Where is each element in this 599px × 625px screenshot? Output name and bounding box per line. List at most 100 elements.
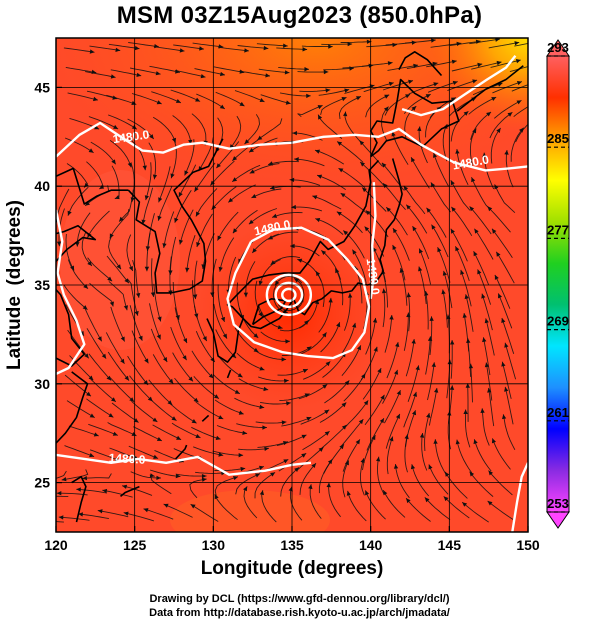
streamline-arrowhead xyxy=(258,312,263,317)
streamline-arrowhead xyxy=(201,474,207,479)
streamline-arrowhead xyxy=(156,475,161,480)
streamline-arrowhead xyxy=(306,416,312,421)
streamline xyxy=(169,236,177,276)
streamline-arrowhead xyxy=(472,79,478,84)
streamline xyxy=(260,401,291,405)
streamline xyxy=(194,68,225,76)
streamline xyxy=(86,161,104,190)
streamline-arrowhead xyxy=(384,94,390,99)
y-tick-label: 45 xyxy=(34,79,50,95)
streamline xyxy=(234,397,265,409)
streamline-arrowhead xyxy=(255,473,260,478)
streamline xyxy=(109,209,130,239)
streamline-arrowhead xyxy=(449,385,455,390)
streamline xyxy=(469,128,477,166)
streamline xyxy=(450,110,469,142)
streamline-arrowhead xyxy=(452,80,458,85)
streamline xyxy=(297,104,323,117)
streamline xyxy=(153,283,162,322)
x-tick-label: 150 xyxy=(516,537,540,553)
streamline xyxy=(485,318,495,356)
colorbar-tick-label: 293 xyxy=(547,40,569,55)
streamline-arrowhead xyxy=(265,73,270,78)
streamline-arrowhead xyxy=(451,206,456,212)
streamline xyxy=(482,337,491,376)
streamline-arrowhead xyxy=(270,472,276,477)
streamline-arrowhead xyxy=(218,415,224,419)
streamline xyxy=(214,476,239,497)
streamline xyxy=(191,113,207,146)
streamline xyxy=(301,332,327,355)
streamline xyxy=(502,414,516,451)
streamline-arrowhead xyxy=(262,425,267,430)
streamline-arrowhead xyxy=(358,419,364,425)
streamline-arrowhead xyxy=(167,400,173,405)
streamline xyxy=(451,63,483,72)
x-tick-label: 135 xyxy=(280,537,304,553)
colorbar-body xyxy=(546,55,570,513)
streamline xyxy=(152,354,174,384)
streamline xyxy=(129,138,146,171)
streamline-arrowhead xyxy=(82,476,88,481)
streamline xyxy=(192,42,224,48)
streamline xyxy=(145,162,152,201)
streamline-arrowhead xyxy=(383,183,388,189)
streamline-arrowhead xyxy=(340,193,346,198)
streamline xyxy=(477,269,492,305)
streamline xyxy=(158,166,171,203)
streamline xyxy=(256,351,287,360)
streamline-arrowhead xyxy=(347,42,353,47)
streamline-arrowhead xyxy=(363,400,369,406)
streamline xyxy=(118,189,134,222)
streamline xyxy=(494,184,516,214)
streamline xyxy=(195,331,216,363)
streamline-arrowhead xyxy=(317,105,323,110)
streamline-arrowhead xyxy=(163,503,169,508)
streamline xyxy=(214,399,244,415)
streamline xyxy=(175,473,207,477)
streamline xyxy=(298,384,328,400)
streamline xyxy=(488,470,513,496)
coastline-segment xyxy=(226,369,232,379)
streamline-arrowhead xyxy=(294,467,299,472)
streamline xyxy=(56,470,67,479)
streamline xyxy=(303,361,331,380)
streamline xyxy=(88,353,112,381)
streamline xyxy=(109,377,135,403)
streamline xyxy=(321,424,347,449)
streamline-arrowhead xyxy=(359,140,365,146)
streamline-arrowhead xyxy=(251,194,257,198)
streamline-arrowhead xyxy=(395,413,400,419)
streamline xyxy=(301,45,333,48)
streamline-arrowhead xyxy=(284,70,290,75)
contour-label: 1480.0 xyxy=(451,152,490,172)
streamline xyxy=(249,163,280,174)
streamline xyxy=(487,500,515,521)
streamline-arrowhead xyxy=(138,335,143,341)
streamline xyxy=(365,94,390,118)
streamline xyxy=(425,290,429,330)
streamline xyxy=(238,447,270,451)
streamline xyxy=(267,231,299,240)
streamline xyxy=(465,294,474,332)
streamline xyxy=(340,192,368,214)
streamline-arrowhead xyxy=(434,388,439,393)
streamline xyxy=(56,495,69,498)
streamline xyxy=(430,42,462,48)
streamline xyxy=(391,131,409,165)
streamline xyxy=(501,361,512,399)
streamline-arrowhead xyxy=(248,219,254,225)
streamline xyxy=(272,284,288,314)
streamline xyxy=(216,141,240,169)
streamline-arrowhead xyxy=(450,180,455,186)
streamline-arrowhead xyxy=(392,228,398,234)
streamline-arrowhead xyxy=(494,274,499,280)
streamline xyxy=(431,224,449,258)
streamline-arrowhead xyxy=(403,185,409,191)
streamline-arrowhead xyxy=(396,390,401,396)
streamline xyxy=(297,446,324,470)
streamline xyxy=(291,206,323,212)
streamline xyxy=(61,469,89,481)
coastline-segment xyxy=(398,50,443,77)
streamline xyxy=(211,258,217,298)
